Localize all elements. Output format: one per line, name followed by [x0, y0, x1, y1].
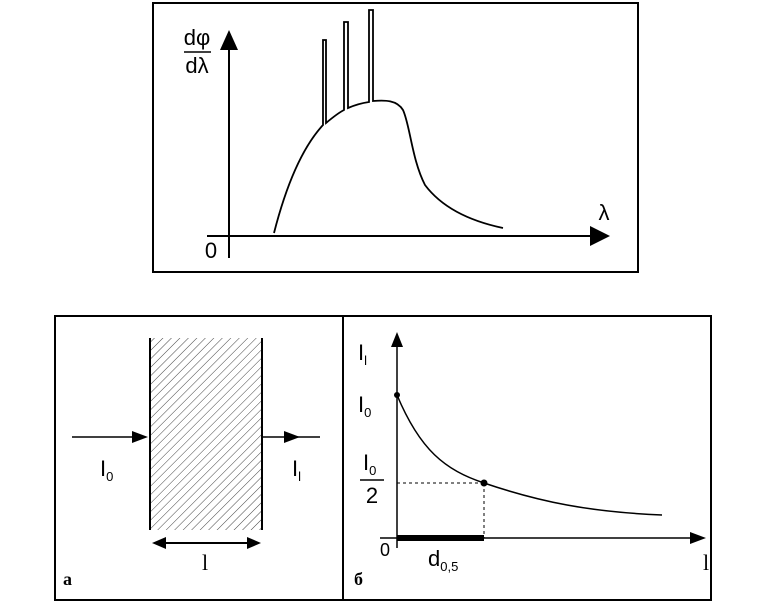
- initial-label: I0: [358, 392, 371, 420]
- y-arrow: [391, 332, 403, 347]
- x-label: l: [703, 550, 709, 575]
- thickness-label: l: [202, 550, 208, 575]
- frame: [54, 315, 712, 601]
- label-sub: 0: [369, 463, 376, 478]
- half-thickness-label: d0,5: [428, 546, 458, 574]
- panel-label: а: [63, 569, 72, 589]
- label-sub: 0: [364, 405, 371, 420]
- label-main: d: [428, 546, 440, 571]
- label-main: I: [363, 450, 369, 475]
- y-label: Il: [358, 340, 367, 368]
- label-sub: l: [298, 469, 301, 484]
- frame: [152, 2, 639, 273]
- label-sub: 0: [106, 469, 113, 484]
- origin-label: 0: [205, 238, 217, 263]
- y-arrow: [220, 30, 238, 50]
- half-denominator: 2: [366, 483, 378, 508]
- arrowhead: [132, 431, 148, 443]
- label-sub: 0,5: [440, 559, 458, 574]
- label-main: I: [292, 456, 298, 481]
- top-graph: dφ dλ λ 0: [152, 2, 639, 273]
- incident-label: I0: [100, 456, 113, 484]
- absorbing-layer: [150, 338, 262, 530]
- transmitted-label: Il: [292, 456, 301, 484]
- x-arrow: [690, 532, 706, 544]
- x-label: λ: [599, 200, 610, 225]
- attenuation-curve: [396, 394, 663, 516]
- label-main: I: [358, 392, 364, 417]
- start-point: [394, 392, 400, 398]
- arrowhead: [247, 537, 261, 549]
- arrowhead: [284, 431, 300, 443]
- spectrum-curve: [273, 9, 504, 234]
- y-label-numerator: dφ: [184, 25, 211, 50]
- label-main: I: [358, 340, 364, 365]
- panel-label: б: [354, 569, 363, 589]
- label-main: I: [100, 456, 106, 481]
- arrowhead: [152, 537, 166, 549]
- origin-label: 0: [380, 540, 390, 560]
- label-sub: l: [364, 353, 367, 368]
- x-arrow: [590, 226, 610, 246]
- bottom-panels: I0 Il l а Il I0 I0 2 0 d0,5 l б: [54, 315, 712, 601]
- half-numerator: I0: [363, 450, 376, 478]
- y-label-denominator: dλ: [185, 53, 208, 78]
